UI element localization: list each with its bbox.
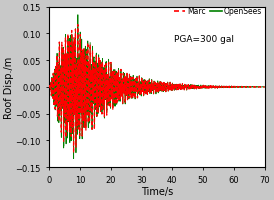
X-axis label: Time/s: Time/s	[141, 186, 173, 196]
Legend: Marc, OpenSees: Marc, OpenSees	[173, 7, 263, 17]
Y-axis label: Roof Disp./m: Roof Disp./m	[4, 56, 14, 118]
Text: PGA=300 gal: PGA=300 gal	[174, 35, 234, 44]
